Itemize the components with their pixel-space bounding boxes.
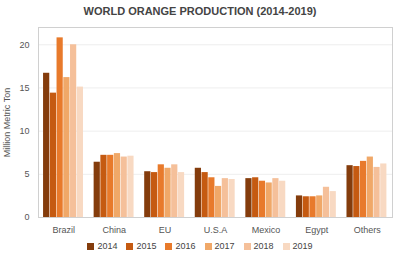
svg-text:Others: Others	[354, 225, 382, 235]
svg-text:15: 15	[19, 83, 29, 93]
svg-text:10: 10	[19, 126, 29, 136]
html-text:2015: 2015	[136, 241, 157, 251]
html-text:2019: 2019	[292, 241, 313, 251]
svg-text:20: 20	[19, 40, 29, 50]
svg-text:5: 5	[24, 169, 29, 179]
html-text:2018: 2018	[253, 241, 274, 251]
html-text:2014: 2014	[97, 241, 118, 251]
svg-text:0: 0	[24, 212, 29, 222]
html-text:2017: 2017	[214, 241, 235, 251]
svg-text:EU: EU	[159, 225, 172, 235]
html-text:WORLD ORANGE PRODUCTION (2014-: WORLD ORANGE PRODUCTION (2014-2019)	[83, 5, 317, 17]
svg-text:Brazil: Brazil	[53, 225, 76, 235]
svg-text:Egypt: Egypt	[305, 225, 329, 235]
svg-text:Mexico: Mexico	[252, 225, 281, 235]
svg-text:U.S.A: U.S.A	[204, 225, 228, 235]
html-text:2016: 2016	[175, 241, 196, 251]
svg-text:Million Metric Ton: Million Metric Ton	[2, 88, 12, 157]
svg-text:China: China	[103, 225, 127, 235]
